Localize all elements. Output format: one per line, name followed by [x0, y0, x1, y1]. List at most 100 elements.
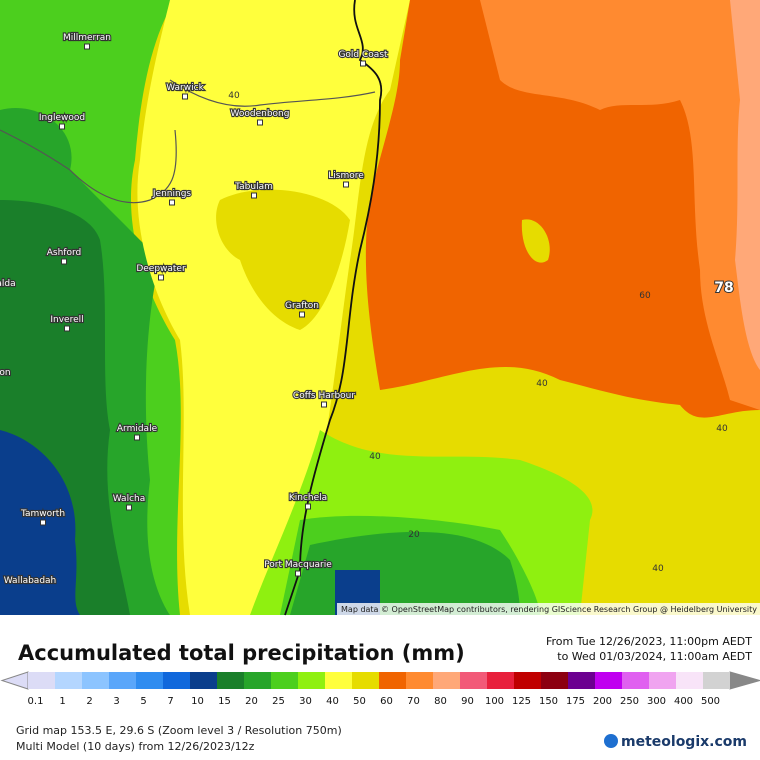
- legend-swatch: [460, 672, 487, 689]
- legend-swatch: [487, 672, 514, 689]
- legend-label: 60: [380, 696, 393, 707]
- legend-swatch: [244, 672, 271, 689]
- contour-label: 60: [639, 291, 651, 301]
- legend-label: 15: [218, 696, 231, 707]
- legend-label: 0.1: [28, 696, 44, 707]
- legend-swatch: [190, 672, 217, 689]
- brand-logo: [604, 734, 618, 748]
- place-marker: [251, 192, 257, 199]
- legend-swatch: [28, 672, 55, 689]
- legend-label: 2: [86, 696, 92, 707]
- legend-label: 30: [299, 696, 312, 707]
- legend-label: 250: [620, 696, 639, 707]
- legend-label: 7: [167, 696, 173, 707]
- legend-label: 1: [59, 696, 65, 707]
- contour-label: 40: [536, 379, 548, 389]
- legend-swatch: [433, 672, 460, 689]
- legend-label: 20: [245, 696, 258, 707]
- legend-swatch: [622, 672, 649, 689]
- contour-label: 40: [716, 424, 728, 434]
- legend-label: 125: [512, 696, 531, 707]
- place-label: Jennings: [152, 189, 192, 199]
- period-from: From Tue 12/26/2023, 11:00pm AEDT: [546, 635, 752, 648]
- legend-label: 25: [272, 696, 285, 707]
- legend-swatch: [163, 672, 190, 689]
- legend-swatch: [82, 672, 109, 689]
- legend-label: 300: [647, 696, 666, 707]
- contour-label: 40: [652, 564, 664, 574]
- place-label: Inverell: [50, 315, 83, 325]
- legend-swatch: [109, 672, 136, 689]
- place-label: Kinchela: [289, 493, 327, 503]
- place-marker: [343, 181, 349, 188]
- place-label: Ashford: [47, 248, 81, 258]
- legend-swatch: [568, 672, 595, 689]
- legend-swatch: [352, 672, 379, 689]
- place-label: Gold Coast: [338, 50, 388, 60]
- place-label: Tamworth: [20, 509, 65, 519]
- place-marker: [169, 199, 175, 206]
- attribution: Map data © OpenStreetMap contributors, r…: [341, 605, 757, 614]
- attribution-bg: [337, 603, 760, 615]
- legend-label: 150: [539, 696, 558, 707]
- legend-label: 200: [593, 696, 612, 707]
- precipitation-field: [0, 0, 760, 615]
- place-marker: [40, 519, 46, 526]
- legend-swatch: [136, 672, 163, 689]
- place-label: Inglewood: [39, 113, 85, 123]
- place-marker: [61, 258, 67, 265]
- legend-label: 5: [140, 696, 146, 707]
- place-marker: [360, 60, 366, 67]
- place-marker: [295, 570, 301, 577]
- contour-label: 20: [408, 530, 420, 540]
- place-label: Deepwater: [136, 264, 186, 274]
- legend-label: 400: [674, 696, 693, 707]
- legend-swatch: [676, 672, 703, 689]
- max-value: 78: [714, 280, 733, 296]
- contour-label: 40: [369, 452, 381, 462]
- place-marker: [321, 401, 327, 408]
- place-label: Millmerran: [63, 33, 111, 43]
- legend-label: 10: [191, 696, 204, 707]
- legend-swatch: [55, 672, 82, 689]
- legend-swatch: [649, 672, 676, 689]
- border: [0, 79, 376, 204]
- legend-swatch: [379, 672, 406, 689]
- place-marker: [182, 93, 188, 100]
- legend-arrow-left: [0, 671, 29, 690]
- legend-swatch: [406, 672, 433, 689]
- legend-label: 90: [461, 696, 474, 707]
- place-label: Armidale: [117, 424, 158, 434]
- legend-label: 175: [566, 696, 585, 707]
- brand[interactable]: meteologix.com: [621, 734, 747, 750]
- place-label: Coffs Harbour: [293, 391, 355, 401]
- contour-label: 40: [228, 91, 240, 101]
- place-label: Grafton: [285, 301, 319, 311]
- place-label: Lismore: [328, 171, 364, 181]
- legend-label: 80: [434, 696, 447, 707]
- place-label: on: [0, 368, 11, 378]
- model-info: Multi Model (10 days) from 12/26/2023/12…: [16, 740, 255, 753]
- legend-label: 50: [353, 696, 366, 707]
- legend-swatch: [541, 672, 568, 689]
- place-marker: [134, 434, 140, 441]
- legend-swatch: [325, 672, 352, 689]
- legend-label: 500: [701, 696, 720, 707]
- period-to: to Wed 01/03/2024, 11:00am AEDT: [557, 650, 752, 663]
- map-title: Accumulated total precipitation (mm): [18, 641, 465, 665]
- legend-swatch: [514, 672, 541, 689]
- place-marker: [158, 274, 164, 281]
- place-label: Wallabadah: [4, 576, 57, 586]
- place-marker: [126, 504, 132, 511]
- grid-info: Grid map 153.5 E, 29.6 S (Zoom level 3 /…: [16, 724, 342, 737]
- place-marker: [59, 123, 65, 130]
- place-label: Warwick: [166, 83, 204, 93]
- legend-swatch: [217, 672, 244, 689]
- place-label: Walcha: [113, 494, 146, 504]
- place-marker: [257, 119, 263, 126]
- legend-swatch: [298, 672, 325, 689]
- place-marker: [299, 311, 305, 318]
- place-label: Tabulam: [234, 182, 273, 192]
- place-marker: [305, 503, 311, 510]
